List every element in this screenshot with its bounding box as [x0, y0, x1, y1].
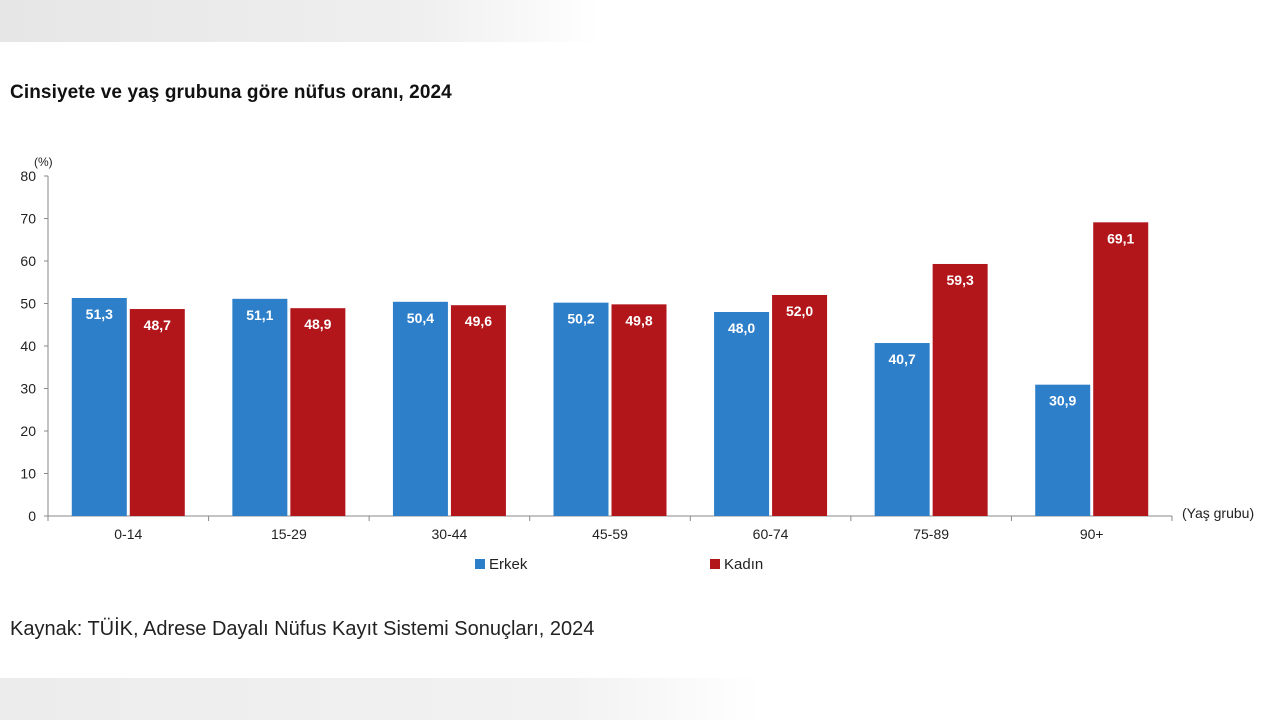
- y-tick-label: 40: [20, 338, 36, 354]
- data-label: 50,4: [407, 310, 434, 326]
- y-tick-label: 10: [20, 466, 36, 482]
- x-tick-label: 30-44: [432, 526, 468, 542]
- source-note: Kaynak: TÜİK, Adrese Dayalı Nüfus Kayıt …: [10, 618, 595, 640]
- bar-erkek: [392, 301, 448, 516]
- legend-label-erkek: Erkek: [489, 556, 528, 573]
- y-tick-label: 20: [20, 423, 36, 439]
- bar-kadin: [932, 263, 988, 516]
- x-tick-label: 45-59: [592, 526, 628, 542]
- top-shade: [0, 0, 600, 42]
- bar-erkek: [71, 297, 127, 516]
- data-label: 59,3: [947, 272, 974, 288]
- y-tick-label: 50: [20, 296, 36, 312]
- data-label: 49,8: [625, 312, 652, 328]
- data-label: 40,7: [889, 351, 916, 367]
- legend-swatch-erkek: [475, 559, 485, 569]
- bar-erkek: [232, 298, 288, 516]
- bottom-shade: [0, 678, 760, 720]
- bar-erkek: [714, 312, 770, 516]
- y-tick-label: 0: [28, 508, 36, 524]
- data-label: 51,3: [86, 306, 113, 322]
- bar-kadin: [129, 309, 185, 516]
- x-tick-label: 0-14: [114, 526, 142, 542]
- y-axis-label: (%): [34, 155, 53, 169]
- y-tick-label: 60: [20, 253, 36, 269]
- data-label: 50,2: [567, 311, 594, 327]
- data-label: 49,6: [465, 313, 492, 329]
- data-label: 48,0: [728, 320, 755, 336]
- bar-kadin: [450, 305, 506, 516]
- x-axis-label: (Yaş grubu): [1182, 505, 1254, 521]
- bar-erkek: [553, 302, 609, 516]
- data-label: 30,9: [1049, 393, 1076, 409]
- x-tick-label: 75-89: [913, 526, 949, 542]
- x-tick-label: 60-74: [753, 526, 789, 542]
- bar-kadin: [611, 304, 667, 516]
- data-label: 48,7: [144, 317, 171, 333]
- bar-kadin: [290, 308, 346, 516]
- data-label: 69,1: [1107, 230, 1134, 246]
- y-tick-label: 70: [20, 211, 36, 227]
- bar-erkek: [874, 343, 930, 516]
- bar-kadin: [772, 295, 828, 516]
- data-label: 48,9: [304, 316, 331, 332]
- legend-label-kadin: Kadın: [724, 556, 763, 573]
- bar-erkek: [1035, 384, 1091, 516]
- x-tick-label: 15-29: [271, 526, 307, 542]
- y-tick-label: 30: [20, 381, 36, 397]
- data-label: 51,1: [246, 307, 273, 323]
- chart-title: Cinsiyete ve yaş grubuna göre nüfus oran…: [10, 82, 452, 103]
- legend-swatch-kadin: [710, 559, 720, 569]
- y-tick-label: 80: [20, 168, 36, 184]
- data-label: 52,0: [786, 303, 813, 319]
- bar-kadin: [1093, 222, 1149, 516]
- x-tick-label: 90+: [1080, 526, 1104, 542]
